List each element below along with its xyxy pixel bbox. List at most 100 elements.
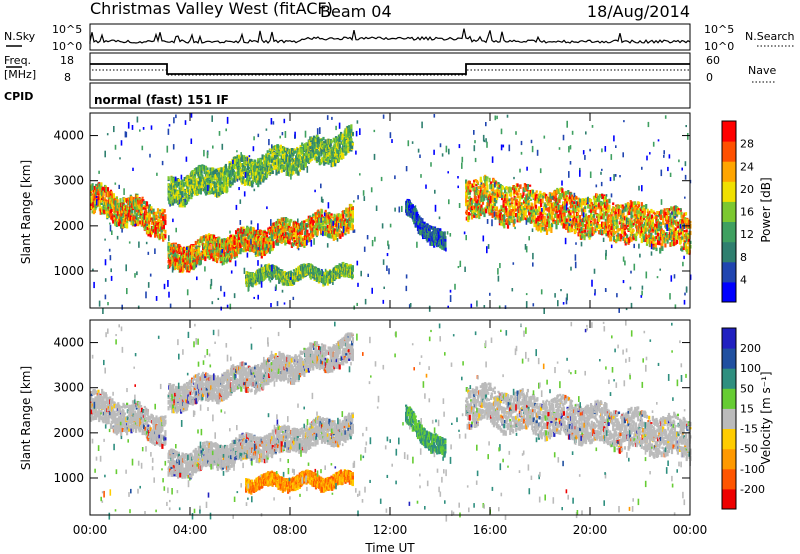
echo-cell	[99, 194, 102, 200]
echo-cell	[182, 258, 185, 264]
echo-cell	[287, 225, 291, 230]
echo-cell	[185, 264, 188, 270]
echo-cell	[297, 149, 300, 154]
echo-cell	[155, 211, 158, 215]
echo-cell	[159, 233, 162, 239]
echo-cell	[336, 226, 339, 232]
echo-cell	[148, 212, 151, 218]
echo-cell	[168, 199, 171, 205]
echo-cell	[268, 245, 271, 249]
nave-tick-bottom: 0	[706, 71, 713, 84]
echo-cell	[277, 164, 280, 171]
echo-cell	[210, 183, 213, 189]
echo-cell	[320, 225, 324, 229]
echo-cell	[207, 254, 210, 259]
echo-cell	[109, 203, 113, 209]
echo-cell	[221, 256, 224, 259]
echo-cell	[112, 205, 115, 211]
echo-cell	[264, 160, 267, 164]
echo-cell	[288, 222, 291, 226]
echo-cell	[351, 206, 354, 211]
echo-cell	[246, 244, 249, 248]
echo-cell	[167, 250, 170, 253]
echo-cell	[273, 265, 276, 268]
echo-cell	[318, 159, 321, 166]
echo-cell	[144, 205, 147, 208]
echo-cell	[177, 178, 180, 185]
power-echoes	[90, 113, 692, 314]
echo-cell	[306, 224, 309, 228]
echo-cell	[308, 233, 311, 236]
echo-cell	[229, 180, 232, 183]
echo-cell	[264, 264, 268, 269]
echo-cell	[228, 161, 231, 164]
echo-cell	[155, 227, 158, 231]
echo-cell	[236, 236, 239, 240]
echo-cell	[131, 199, 134, 203]
echo-cell	[322, 223, 325, 226]
echo-cell	[199, 259, 202, 265]
echo-cell	[203, 235, 206, 240]
echo-cell	[267, 267, 270, 272]
echo-cell	[345, 134, 348, 138]
echo-cell	[276, 144, 280, 149]
echo-cell	[255, 237, 258, 243]
echo-cell	[194, 248, 197, 251]
echo-cell	[316, 135, 319, 138]
echo-cell	[91, 183, 94, 187]
echo-cell	[251, 167, 255, 173]
echo-cell	[123, 198, 126, 203]
echo-cell	[271, 232, 274, 237]
echo-cell	[254, 234, 257, 240]
echo-cell	[182, 182, 186, 187]
echo-cell	[467, 215, 471, 220]
echo-cell	[270, 164, 273, 169]
echo-cell	[276, 147, 279, 153]
echo-cell	[334, 235, 338, 240]
echo-cell	[95, 192, 98, 196]
echo-cell	[273, 224, 277, 230]
echo-cell	[232, 167, 235, 172]
echo-cell	[113, 215, 116, 220]
echo-cell	[145, 215, 148, 221]
echo-cell	[332, 217, 335, 223]
echo-cell	[242, 226, 245, 230]
echo-cell	[294, 232, 297, 236]
echo-cell	[351, 145, 354, 149]
echo-cell	[169, 194, 172, 201]
echo-cell	[218, 191, 221, 197]
echo-cell	[345, 128, 349, 135]
echo-cell	[467, 212, 471, 216]
echo-cell	[182, 184, 185, 191]
echo-cell	[271, 225, 274, 230]
echo-cell	[235, 252, 238, 256]
echo-cell	[216, 257, 219, 264]
echo-cell	[275, 275, 279, 280]
echo-cell	[104, 197, 107, 200]
echo-cell	[205, 243, 208, 248]
echo-cell	[285, 148, 288, 151]
echo-cell	[193, 189, 196, 192]
echo-cell	[257, 179, 260, 183]
echo-cell	[343, 137, 346, 141]
echo-cell	[278, 148, 281, 152]
echo-cell	[202, 249, 205, 252]
echo-cell	[140, 198, 143, 204]
echo-cell	[312, 219, 315, 226]
echo-cell	[269, 151, 272, 155]
echo-cell	[333, 213, 336, 218]
echo-cell	[277, 228, 280, 235]
echo-cell	[117, 221, 121, 227]
echo-cell	[240, 248, 243, 252]
echo-cell	[338, 229, 341, 233]
echo-cell	[276, 223, 279, 229]
echo-cell	[340, 141, 343, 144]
echo-cell	[301, 229, 304, 235]
echo-cell	[213, 251, 216, 257]
echo-cell	[303, 154, 306, 157]
echo-cell	[283, 157, 286, 160]
echo-cell	[220, 257, 223, 262]
echo-cell	[340, 132, 343, 138]
echo-cell	[190, 264, 193, 270]
echo-cell	[205, 171, 208, 175]
